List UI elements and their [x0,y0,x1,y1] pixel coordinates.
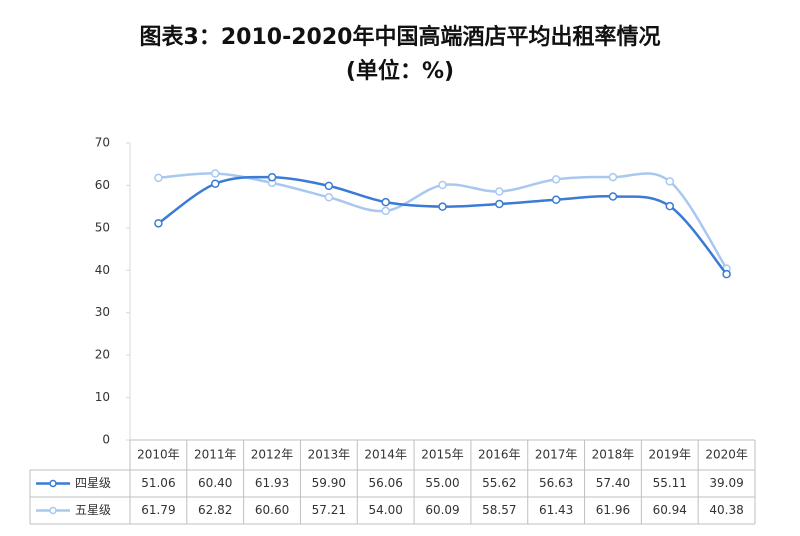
legend-marker [49,479,57,488]
chart-subtitle: (单位：%) [346,58,454,84]
table-value: 58.57 [482,503,516,517]
x-tick-label: 2015年 [421,448,464,462]
table-value: 40.38 [709,503,743,517]
legend-marker [49,506,57,515]
table-value: 60.09 [425,503,459,517]
x-tick-label: 2018年 [592,448,635,462]
table-value: 55.62 [482,476,516,490]
x-tick-label: 2020年 [705,448,748,462]
point [267,172,277,182]
table-value: 56.06 [369,476,403,490]
y-tick-label: 30 [95,305,110,319]
table-value: 61.43 [539,503,573,517]
point [722,269,731,279]
point [495,199,504,209]
point [210,179,220,188]
y-tick-label: 40 [95,263,110,277]
point [381,197,390,207]
point [324,193,334,202]
x-tick-label: 2016年 [478,448,521,462]
point [381,206,390,216]
table-value: 51.06 [141,476,175,490]
legend-label: 五星级 [75,503,111,517]
y-tick-label: 50 [95,220,110,234]
point [154,219,163,228]
table-value: 60.60 [255,503,289,517]
point [210,169,220,178]
table-value: 61.96 [596,503,630,517]
point [665,177,675,186]
table-value: 62.82 [198,503,232,517]
table-value: 56.63 [539,476,573,490]
table-value: 61.93 [255,476,289,490]
point [608,192,618,201]
y-tick-label: 20 [95,348,110,362]
table-value: 55.00 [425,476,459,490]
chart-title: 图表3：2010-2020年中国高端酒店平均出租率情况 [140,24,661,50]
point [551,195,561,204]
y-tick-label: 70 [95,136,110,150]
table-value: 59.90 [312,476,346,490]
table-value: 54.00 [369,503,403,517]
point [438,180,447,190]
point [608,172,618,182]
x-tick-label: 2017年 [535,448,578,462]
x-tick-label: 2012年 [251,448,294,462]
point [154,173,163,183]
table-value: 39.09 [709,476,743,490]
x-tick-label: 2010年 [137,448,180,462]
x-tick-label: 2014年 [364,448,407,462]
x-tick-label: 2011年 [194,448,237,462]
legend-label: 四星级 [75,476,111,490]
table-value: 55.11 [653,476,687,490]
table-value: 61.79 [141,503,175,517]
x-tick-label: 2019年 [648,448,691,462]
point [665,201,675,211]
table-value: 60.40 [198,476,232,490]
x-tick-label: 2013年 [308,448,351,462]
point [495,187,504,196]
series-line [157,175,728,275]
table-value: 57.40 [596,476,630,490]
point [438,202,447,211]
y-tick-label: 10 [95,390,110,404]
y-tick-label: 0 [102,433,110,447]
table-value: 57.21 [312,503,346,517]
y-tick-label: 60 [95,178,110,192]
point [324,181,334,191]
point [551,175,561,184]
table-value: 60.94 [653,503,687,517]
